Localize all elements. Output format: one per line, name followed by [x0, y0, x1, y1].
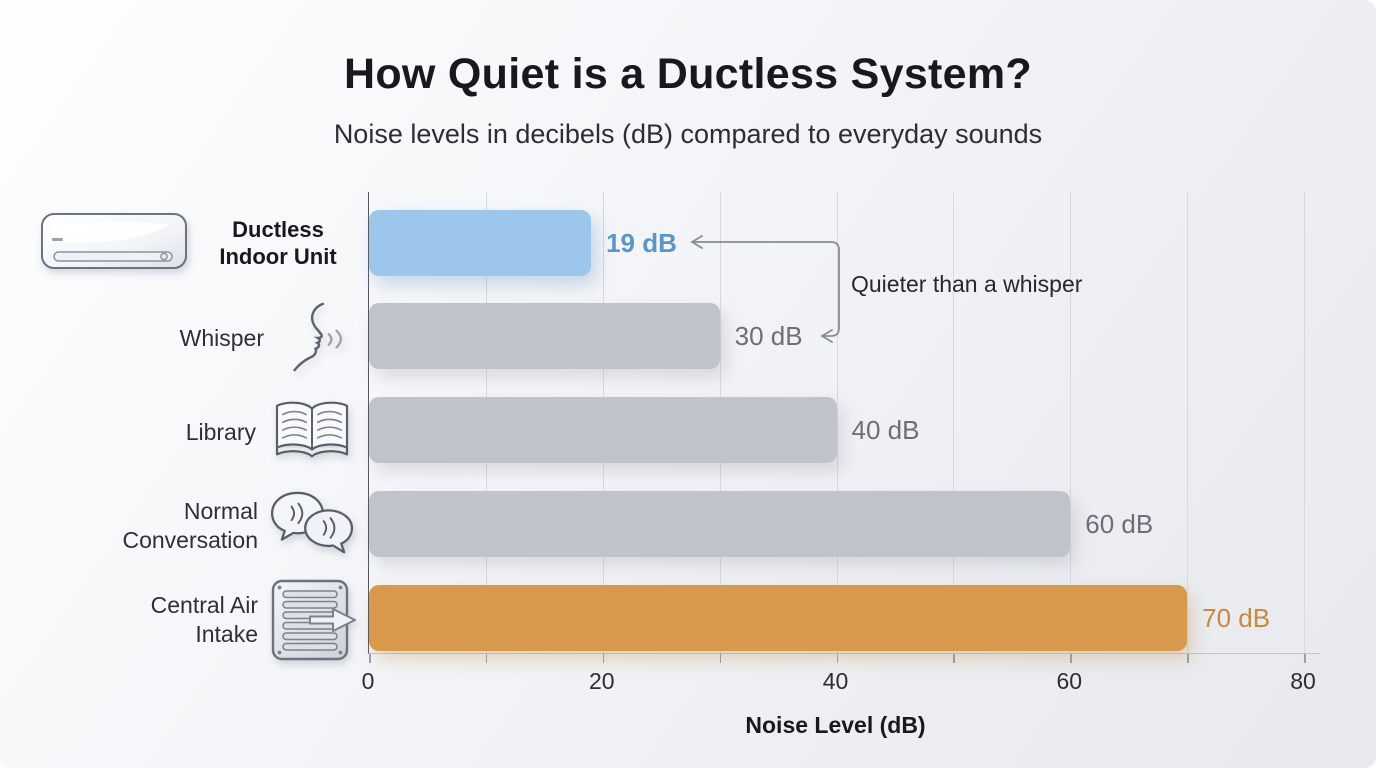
category-row-library: Library	[0, 393, 356, 471]
value-label-whisper: 30 dB	[734, 321, 803, 351]
category-label: Library	[185, 418, 256, 445]
category-row-ductless-indoor-unit: Ductless Indoor Unit	[40, 206, 354, 280]
category-label: Ductless Indoor Unit	[202, 216, 354, 271]
gridline	[1070, 192, 1072, 653]
x-axis-title: Noise Level (dB)	[745, 712, 926, 738]
whisper-face-icon	[278, 299, 356, 377]
bar-central-air-intake	[369, 585, 1188, 651]
value-label-conversation: 60 dB	[1085, 509, 1154, 539]
gridline	[953, 192, 955, 653]
category-row-whisper: Whisper	[0, 299, 356, 377]
page-title: How Quiet is a Ductless System?	[344, 50, 1032, 98]
comparison-bracket-arrow-icon	[690, 235, 840, 343]
bar-library	[369, 397, 837, 463]
x-axis-tick-mark	[1304, 654, 1306, 663]
x-axis-tick-label: 40	[822, 668, 849, 694]
x-axis-tick-mark	[369, 654, 371, 663]
category-label-line2: Indoor Unit	[219, 244, 337, 269]
air-vent-icon	[270, 578, 358, 662]
chart-plot-area: 19 dB 30 dB 40 dB 60 dB 70 dB Quieter th…	[368, 192, 1320, 663]
x-axis-tick-mark	[719, 654, 722, 663]
gridline	[836, 192, 838, 653]
category-row-central-air-intake: Central Air Intake	[0, 577, 358, 663]
value-label-ductless: 19 dB	[606, 228, 677, 258]
speech-bubbles-icon	[268, 489, 358, 563]
open-book-icon	[268, 397, 356, 467]
x-axis-tick-mark	[485, 654, 488, 663]
x-axis-tick-mark	[602, 654, 605, 663]
x-axis-tick-mark	[1187, 654, 1189, 663]
x-axis-tick-mark	[836, 654, 838, 663]
category-label-line1: Ductless	[232, 216, 324, 242]
x-axis-tick-labels: 0 20 40 60 80	[362, 668, 1320, 698]
annotation-quieter-than-whisper: Quieter than a whisper	[851, 271, 1083, 297]
x-axis-tick-label: 60	[1056, 668, 1083, 694]
category-row-normal-conversation: Normal Conversation	[0, 487, 358, 565]
value-label-central-air: 70 dB	[1202, 603, 1271, 633]
category-label-line2: Intake	[195, 621, 258, 647]
x-axis-tick-label: 0	[361, 668, 375, 694]
bar-ductless-indoor-unit	[369, 210, 592, 276]
x-axis-tick-label: 20	[588, 668, 615, 694]
gridline	[1187, 192, 1189, 653]
value-label-library: 40 dB	[851, 415, 920, 445]
bar-whisper	[369, 303, 720, 369]
category-label-line1: Central Air	[150, 592, 258, 619]
category-label: Central Air Intake	[151, 591, 258, 649]
gridline	[1304, 192, 1305, 653]
category-label-line1: Normal	[183, 498, 258, 525]
category-label: Whisper	[179, 324, 264, 351]
category-label-line2: Conversation	[122, 527, 258, 553]
ductless-indoor-unit-icon	[40, 212, 188, 274]
x-axis-tick-label: 80	[1290, 668, 1316, 694]
category-label: Normal Conversation	[122, 497, 258, 555]
x-axis-tick-mark	[1070, 654, 1072, 663]
bar-normal-conversation	[369, 491, 1071, 557]
x-axis-tick-mark	[953, 654, 955, 663]
page-subtitle: Noise levels in decibels (dB) compared t…	[333, 119, 1043, 149]
